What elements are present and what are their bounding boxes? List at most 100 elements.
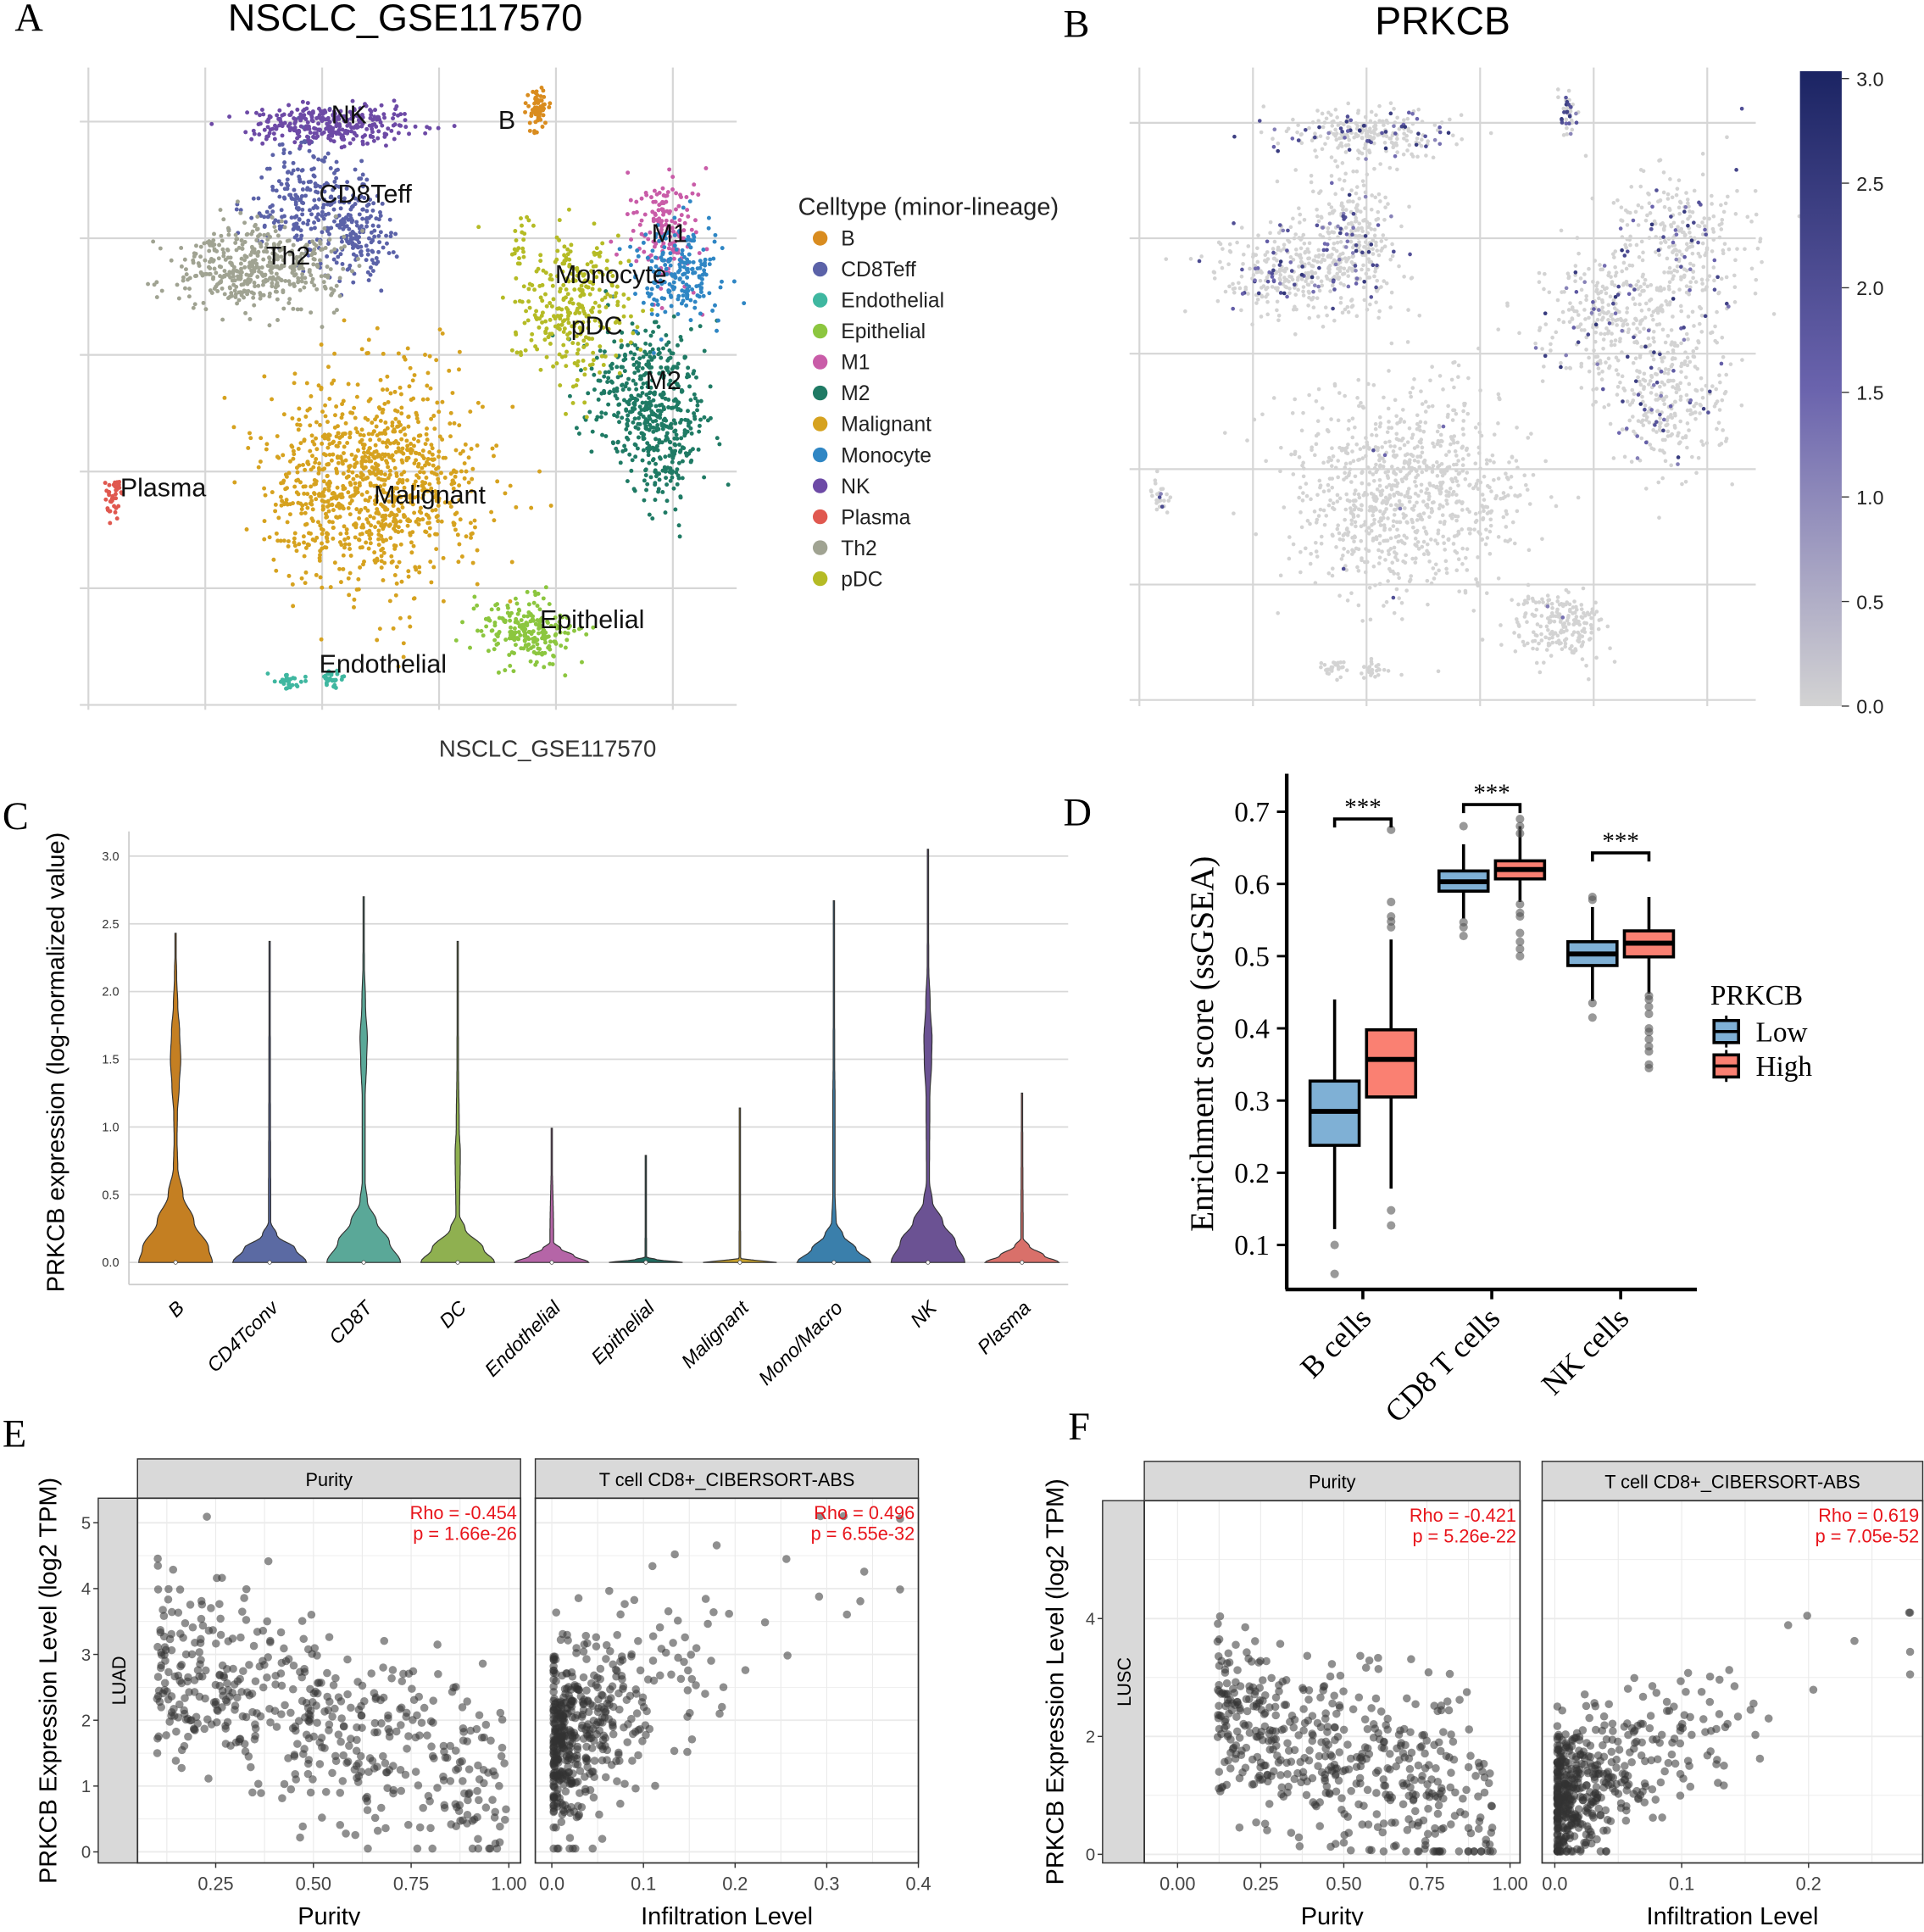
- cell-point: [1389, 101, 1393, 105]
- cell-point: [1615, 323, 1619, 327]
- cell-point: [389, 554, 393, 559]
- cell-point: [197, 264, 202, 268]
- cell-point: [528, 282, 532, 287]
- cell-point: [274, 503, 278, 507]
- cell-point: [694, 284, 698, 288]
- cell-point: [286, 680, 291, 684]
- cell-point: [1261, 104, 1265, 109]
- cell-point: [643, 329, 648, 333]
- cell-point: [1380, 239, 1384, 243]
- cell-point: [1314, 271, 1318, 276]
- cell-point: [1693, 189, 1697, 193]
- cell-point: [308, 449, 312, 454]
- cell-point: [360, 217, 364, 221]
- cell-point: [1687, 292, 1691, 297]
- cell-point: [1402, 153, 1406, 157]
- cell-point: [407, 575, 411, 579]
- cell-point: [489, 510, 493, 515]
- cell-point: [312, 242, 316, 246]
- cell-point: [266, 214, 270, 219]
- cell-point: [1686, 201, 1690, 205]
- cell-point: [1315, 296, 1320, 300]
- cell-point: [1694, 280, 1699, 284]
- cell-point: [1626, 223, 1630, 227]
- cell-point: [377, 405, 381, 409]
- cell-point: [693, 218, 698, 222]
- cell-point: [528, 129, 532, 133]
- cell-point: [1671, 195, 1675, 199]
- cell-point: [290, 110, 294, 114]
- cell-point: [552, 639, 556, 643]
- cell-point: [221, 254, 225, 259]
- cell-point: [713, 303, 717, 308]
- cell-point: [1640, 240, 1644, 244]
- cell-point: [1336, 241, 1340, 245]
- cell-point: [1276, 318, 1281, 322]
- panel-letter-f: F: [1068, 1406, 1090, 1449]
- cell-point: [303, 511, 308, 515]
- cell-point: [370, 258, 375, 262]
- cell-point: [1302, 285, 1306, 289]
- cell-point: [698, 294, 702, 298]
- cell-point: [1619, 218, 1623, 222]
- cell-point: [1638, 303, 1642, 307]
- cell-point: [1394, 143, 1399, 148]
- cell-point: [1756, 247, 1760, 251]
- cell-point: [692, 182, 696, 187]
- cell-point: [344, 129, 348, 133]
- cell-point: [453, 475, 458, 479]
- cell-point: [1634, 283, 1638, 287]
- cell-point: [452, 468, 456, 472]
- cell-point: [1273, 240, 1277, 244]
- cell-point: [331, 537, 335, 541]
- cell-point: [220, 276, 225, 280]
- cell-point: [538, 259, 542, 263]
- cell-point: [1489, 131, 1493, 136]
- cell-point: [626, 418, 630, 422]
- cell-point: [508, 664, 512, 668]
- cell-point: [264, 278, 268, 282]
- cell-point: [372, 139, 376, 143]
- cell-point: [523, 638, 527, 643]
- cell-point: [312, 126, 316, 131]
- cell-point: [332, 171, 336, 175]
- cell-point: [696, 399, 700, 404]
- cell-point: [1674, 248, 1678, 253]
- cell-point: [335, 434, 339, 438]
- cell-point: [283, 279, 287, 283]
- cell-point: [631, 331, 635, 335]
- cell-point: [1584, 294, 1588, 298]
- cell-point: [360, 493, 364, 497]
- cell-point: [1377, 309, 1382, 314]
- cell-point: [684, 195, 688, 199]
- cell-point: [468, 409, 472, 414]
- cell-point: [675, 437, 679, 441]
- cell-point: [203, 272, 208, 276]
- cell-point: [453, 527, 458, 532]
- cell-point: [1254, 270, 1259, 275]
- cell-point: [703, 258, 708, 262]
- cell-point: [409, 366, 413, 370]
- cell-point: [660, 306, 665, 310]
- cell-point: [381, 453, 385, 457]
- cell-point: [1579, 386, 1583, 390]
- cell-point: [242, 296, 246, 300]
- cell-point: [606, 376, 610, 380]
- cell-point: [607, 370, 611, 374]
- cell-point: [458, 350, 462, 354]
- cell-point: [629, 198, 633, 203]
- cell-point: [524, 101, 528, 105]
- cell-point: [667, 167, 671, 171]
- cell-point: [320, 230, 325, 234]
- cell-point: [442, 556, 446, 560]
- cell-point: [638, 394, 642, 398]
- cell-point: [1672, 220, 1677, 225]
- cell-point: [259, 459, 263, 464]
- cell-point: [336, 424, 340, 428]
- legend-item: Malignant: [841, 414, 931, 437]
- cell-point: [177, 297, 181, 301]
- cell-point: [1725, 276, 1729, 280]
- cell-point: [347, 506, 351, 510]
- cell-point: [311, 262, 315, 266]
- cell-point: [363, 506, 367, 510]
